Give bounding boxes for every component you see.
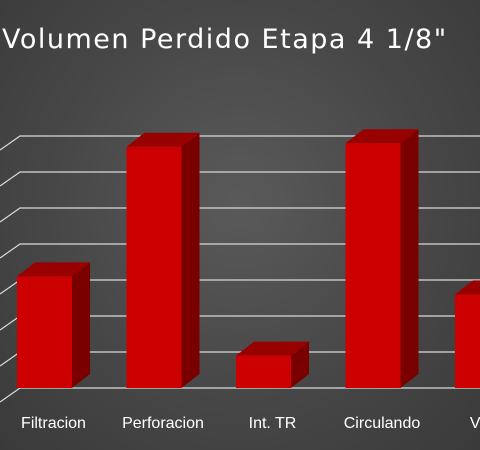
- category-label: Int. TR: [249, 415, 297, 432]
- bar-side: [291, 341, 309, 388]
- bar-side: [72, 262, 90, 388]
- gridline: [0, 171, 480, 187]
- bar-top: [345, 129, 419, 144]
- bar-side: [181, 132, 200, 388]
- category-label: Circulando: [344, 415, 421, 432]
- chart-title: Volumen Perdido Etapa 4 1/8": [2, 24, 448, 55]
- bar-4: [455, 280, 480, 388]
- category-label: Filtracion: [21, 415, 86, 432]
- gridline: [0, 243, 480, 259]
- bar-top: [455, 280, 480, 295]
- bar-3: [345, 129, 419, 388]
- bar-front: [236, 355, 291, 388]
- gridline: [0, 387, 480, 403]
- bars: [17, 129, 480, 388]
- bar-front: [345, 143, 401, 388]
- bar-1: [126, 132, 200, 388]
- bar-front: [17, 276, 72, 388]
- bar-top: [17, 262, 90, 277]
- bar-top: [126, 132, 200, 147]
- bar-0: [17, 262, 90, 388]
- bar-top: [236, 341, 309, 356]
- bar-front: [455, 294, 480, 388]
- category-label: Viajes: [470, 415, 480, 432]
- bar-side: [400, 129, 419, 388]
- gridline: [0, 207, 480, 223]
- bar-2: [236, 341, 309, 388]
- gridline: [0, 135, 480, 151]
- bar-front: [126, 146, 182, 388]
- category-label: Perforacion: [122, 415, 204, 432]
- category-labels: Filtracion Perforacion Int. TR Circulando Vi…: [21, 415, 480, 432]
